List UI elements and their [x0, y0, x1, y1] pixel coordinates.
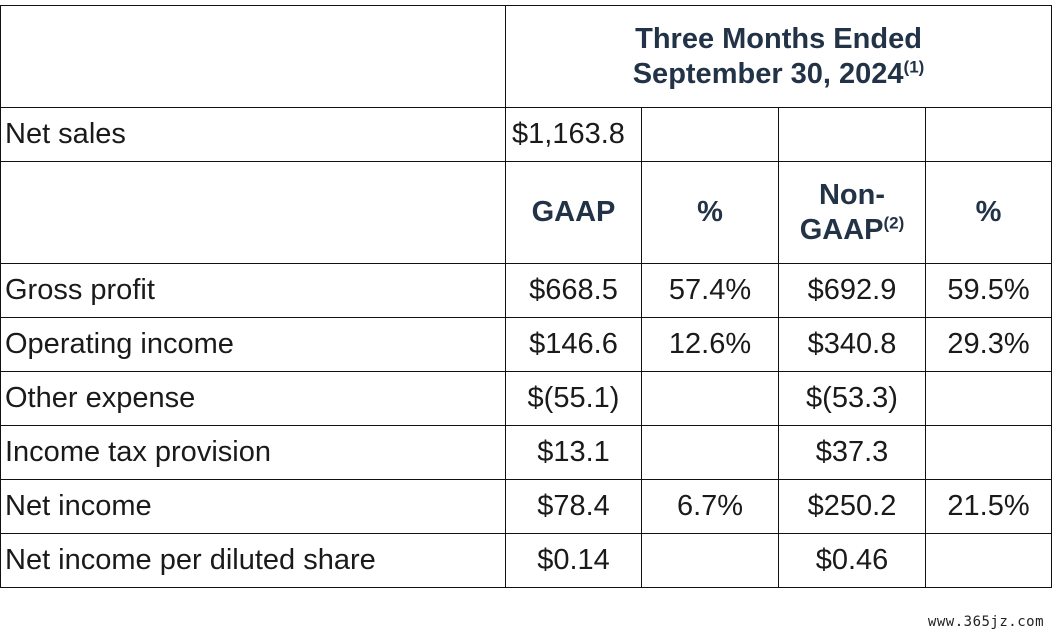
non-gaap-pct-value — [924, 425, 1052, 480]
row-label: Net income per diluted share — [0, 533, 506, 588]
gaap-value: $(55.1) — [505, 371, 642, 426]
non-gaap-line-1: Non- — [818, 178, 886, 211]
non-gaap-value: $340.8 — [778, 317, 926, 372]
gaap-pct-value — [641, 371, 779, 426]
period-line-1: Three Months Ended — [635, 22, 922, 55]
table-row: Net income per diluted share $0.14 $0.46 — [0, 533, 1052, 588]
gaap-value: $146.6 — [505, 317, 642, 372]
non-gaap-line-2: GAAP — [799, 213, 884, 246]
period-footnote: (1) — [903, 56, 925, 76]
period-header-row: Three Months Ended September 30, 2024(1) — [0, 5, 1052, 108]
non-gaap-pct-value — [924, 533, 1052, 588]
non-gaap-pct-header: % — [924, 161, 1052, 264]
row-label: Operating income — [0, 317, 506, 372]
non-gaap-pct-value: 21.5% — [924, 479, 1052, 534]
row-label: Other expense — [0, 371, 506, 426]
gaap-pct-value: 12.6% — [641, 317, 779, 372]
empty-header-cell — [0, 161, 506, 264]
non-gaap-value: $(53.3) — [778, 371, 926, 426]
period-line-2: September 30, 2024 — [632, 57, 904, 90]
period-header: Three Months Ended September 30, 2024(1) — [504, 5, 1052, 108]
gaap-value: $668.5 — [505, 263, 642, 318]
gaap-pct-value: 57.4% — [641, 263, 779, 318]
non-gaap-header: Non- GAAP(2) — [778, 161, 926, 264]
non-gaap-pct-value — [924, 371, 1052, 426]
non-gaap-footnote: (2) — [883, 212, 905, 232]
empty-cell — [778, 107, 926, 162]
net-sales-value: $1,163.8 — [505, 107, 642, 162]
gaap-value: $0.14 — [505, 533, 642, 588]
gaap-pct-header: % — [641, 161, 779, 264]
empty-cell — [641, 107, 779, 162]
gaap-pct-value — [641, 533, 779, 588]
non-gaap-pct-value: 59.5% — [924, 263, 1052, 318]
financial-results-table: Three Months Ended September 30, 2024(1)… — [0, 5, 1052, 588]
net-sales-label: Net sales — [0, 107, 506, 162]
empty-corner-cell — [0, 5, 506, 108]
table-row: Other expense $(55.1) $(53.3) — [0, 371, 1052, 426]
gaap-header: GAAP — [505, 161, 642, 264]
non-gaap-value: $692.9 — [778, 263, 926, 318]
gaap-value: $78.4 — [505, 479, 642, 534]
gaap-pct-value — [641, 425, 779, 480]
watermark: www.365jz.com — [927, 614, 1044, 630]
column-header-row: GAAP % Non- GAAP(2) % — [0, 161, 1052, 264]
table-row: Income tax provision $13.1 $37.3 — [0, 425, 1052, 480]
row-label: Income tax provision — [0, 425, 506, 480]
net-sales-row: Net sales $1,163.8 — [0, 107, 1052, 162]
non-gaap-pct-value: 29.3% — [924, 317, 1052, 372]
non-gaap-value: $0.46 — [778, 533, 926, 588]
non-gaap-value: $37.3 — [778, 425, 926, 480]
table-row: Net income $78.4 6.7% $250.2 21.5% — [0, 479, 1052, 534]
gaap-value: $13.1 — [505, 425, 642, 480]
empty-cell — [924, 107, 1052, 162]
non-gaap-value: $250.2 — [778, 479, 926, 534]
gaap-pct-value: 6.7% — [641, 479, 779, 534]
table-row: Gross profit $668.5 57.4% $692.9 59.5% — [0, 263, 1052, 318]
table-row: Operating income $146.6 12.6% $340.8 29.… — [0, 317, 1052, 372]
row-label: Net income — [0, 479, 506, 534]
row-label: Gross profit — [0, 263, 506, 318]
